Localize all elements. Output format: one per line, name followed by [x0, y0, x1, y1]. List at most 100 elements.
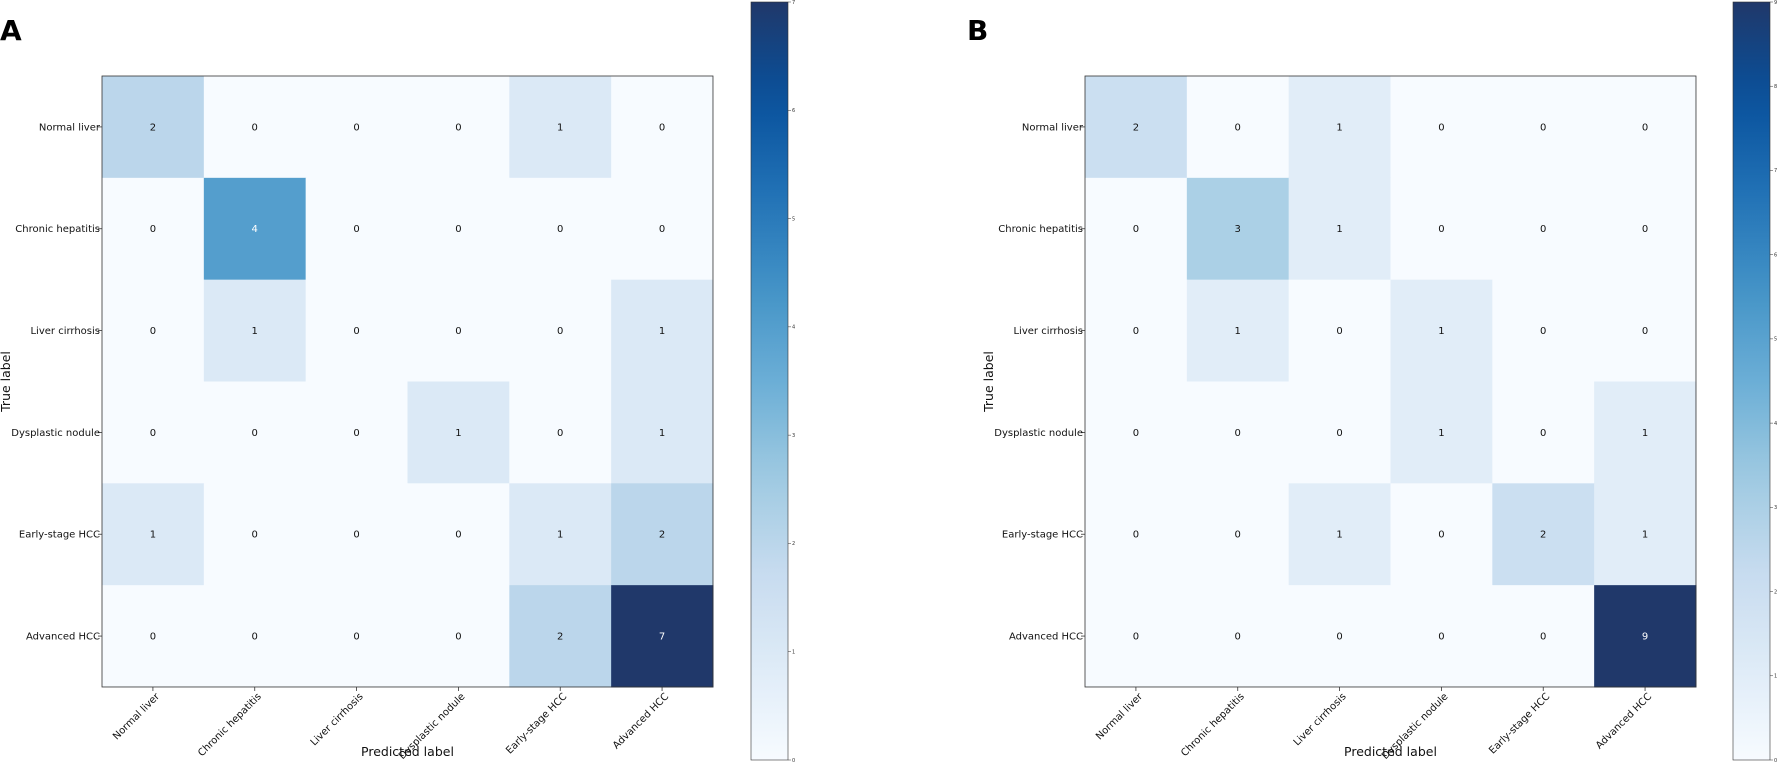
- cell-value-label: 0: [1540, 122, 1546, 133]
- heatmap-cell: [1594, 177, 1697, 281]
- panel-letter: B: [967, 14, 988, 47]
- heatmap-cell: [1594, 76, 1697, 179]
- cell-value-label: 0: [1235, 122, 1241, 133]
- heatmap-cell: [1492, 585, 1595, 688]
- heatmap-cell: [203, 483, 307, 586]
- heatmap-cell: [1085, 585, 1188, 688]
- cell-value-label: 0: [1235, 530, 1241, 541]
- x-tick-label-early-stage-hcc: Early-stage HCC: [504, 691, 569, 756]
- heatmap-cell: [407, 585, 510, 688]
- heatmap-cell: [305, 483, 408, 586]
- heatmap-cell: [1085, 177, 1188, 281]
- heatmap-cell: [407, 483, 510, 586]
- y-tick-label-liver-cirrhosis: Liver cirrhosis: [1013, 326, 1083, 337]
- colorbar-tick-label: 4: [792, 325, 795, 331]
- heatmap-cell: [611, 585, 714, 688]
- colorbar-tick-label: 3: [1774, 505, 1777, 511]
- heatmap-cell: [611, 381, 714, 484]
- heatmap-cell: [1288, 177, 1391, 281]
- matrix-frame: [101, 75, 714, 688]
- cell-value-label: 0: [150, 224, 156, 235]
- cell-value-label: 0: [659, 122, 665, 133]
- cell-value-label: 2: [659, 530, 665, 541]
- colorbar-tick-label: 4: [1774, 421, 1777, 427]
- cell-value-label: 0: [455, 122, 461, 133]
- heatmap-cell: [1186, 381, 1290, 484]
- heatmap-cell: [102, 483, 205, 586]
- panel-letter: A: [0, 14, 22, 47]
- x-tick-label-advanced-hcc: Advanced HCC: [611, 691, 671, 751]
- cell-value-label: 0: [1438, 632, 1444, 643]
- heatmap-cell: [1288, 585, 1391, 688]
- heatmap-cell: [1186, 279, 1290, 382]
- heatmap-cell: [1492, 76, 1595, 179]
- cell-value-label: 3: [1235, 224, 1241, 235]
- cell-value-label: 0: [1540, 326, 1546, 337]
- x-tick-label-normal-liver: Normal liver: [1094, 691, 1146, 743]
- x-tick-label-liver-cirrhosis: Liver cirrhosis: [1292, 691, 1349, 748]
- y-axis-label: True label: [981, 351, 996, 413]
- heatmap-cell: [509, 483, 612, 586]
- colorbar-tick-label: 2: [1774, 589, 1777, 595]
- x-axis-label: Predicted label: [1344, 744, 1437, 759]
- cell-value-label: 4: [252, 224, 258, 235]
- heatmap-cell: [509, 381, 612, 484]
- cell-value-label: 0: [1133, 224, 1139, 235]
- cell-value-label: 0: [557, 326, 563, 337]
- heatmap-cell: [102, 381, 205, 484]
- cell-value-label: 2: [557, 632, 563, 643]
- heatmap-cell: [509, 177, 612, 281]
- cell-value-label: 1: [1642, 530, 1648, 541]
- cell-value-label: 0: [1336, 326, 1342, 337]
- heatmap-cell: [203, 279, 307, 382]
- heatmap-cell: [407, 177, 510, 281]
- heatmap-cell: [203, 177, 307, 281]
- cell-value-label: 0: [455, 632, 461, 643]
- heatmap-cell: [1492, 177, 1595, 281]
- y-tick-label-normal-liver: Normal liver: [39, 122, 101, 133]
- cell-value-label: 1: [1336, 530, 1342, 541]
- cell-value-label: 0: [659, 224, 665, 235]
- cell-value-label: 0: [1438, 224, 1444, 235]
- heatmap-cell: [305, 177, 408, 281]
- y-tick-label-early-stage-hcc: Early-stage HCC: [1002, 530, 1083, 541]
- cell-value-label: 1: [659, 326, 665, 337]
- cell-value-label: 0: [1540, 428, 1546, 439]
- cell-value-label: 1: [557, 530, 563, 541]
- heatmap-cell: [305, 585, 408, 688]
- cell-value-label: 1: [1235, 326, 1241, 337]
- colorbar-tick-label: 2: [792, 541, 795, 547]
- colorbar-tick-label: 7: [792, 0, 795, 6]
- matrix-frame: [1084, 75, 1697, 688]
- cell-value-label: 0: [1438, 530, 1444, 541]
- colorbar-tick-label: 0: [792, 758, 795, 763]
- heatmap-cell: [102, 585, 205, 688]
- cell-value-label: 0: [1133, 326, 1139, 337]
- heatmap-cell: [203, 381, 307, 484]
- y-tick-label-chronic-hepatitis: Chronic hepatitis: [15, 224, 100, 235]
- confusion-matrix-panel-a: A 2 0 0 0 1 0 0 4 0 0 0 0 0 1 0 0 0 1 0 0 0 1 0 1 1 0 0 0 1 2 0 0 0 0 2 7 Nor…: [0, 0, 795, 763]
- cell-value-label: 0: [1235, 428, 1241, 439]
- y-tick-label-advanced-hcc: Advanced HCC: [26, 632, 100, 643]
- cell-value-label: 2: [1540, 530, 1546, 541]
- cell-value-label: 0: [455, 224, 461, 235]
- heatmap-cell: [407, 381, 510, 484]
- x-tick-label-early-stage-hcc: Early-stage HCC: [1487, 691, 1552, 756]
- heatmap-cell: [305, 76, 408, 179]
- cell-value-label: 0: [353, 122, 359, 133]
- heatmap-cell: [509, 585, 612, 688]
- cell-value-label: 0: [1540, 632, 1546, 643]
- colorbar-tick-label: 3: [792, 433, 795, 439]
- y-axis-label: True label: [0, 351, 13, 413]
- heatmap-cell: [102, 177, 205, 281]
- y-tick-label-chronic-hepatitis: Chronic hepatitis: [998, 224, 1083, 235]
- heatmap-cell: [1186, 76, 1290, 179]
- cell-value-label: 1: [1438, 428, 1444, 439]
- cell-value-label: 0: [353, 632, 359, 643]
- cell-value-label: 1: [455, 428, 461, 439]
- heatmap-cell: [305, 381, 408, 484]
- cell-value-label: 7: [659, 632, 665, 643]
- heatmap-cell: [1492, 381, 1595, 484]
- cell-value-label: 0: [353, 428, 359, 439]
- heatmap-cell: [1085, 381, 1188, 484]
